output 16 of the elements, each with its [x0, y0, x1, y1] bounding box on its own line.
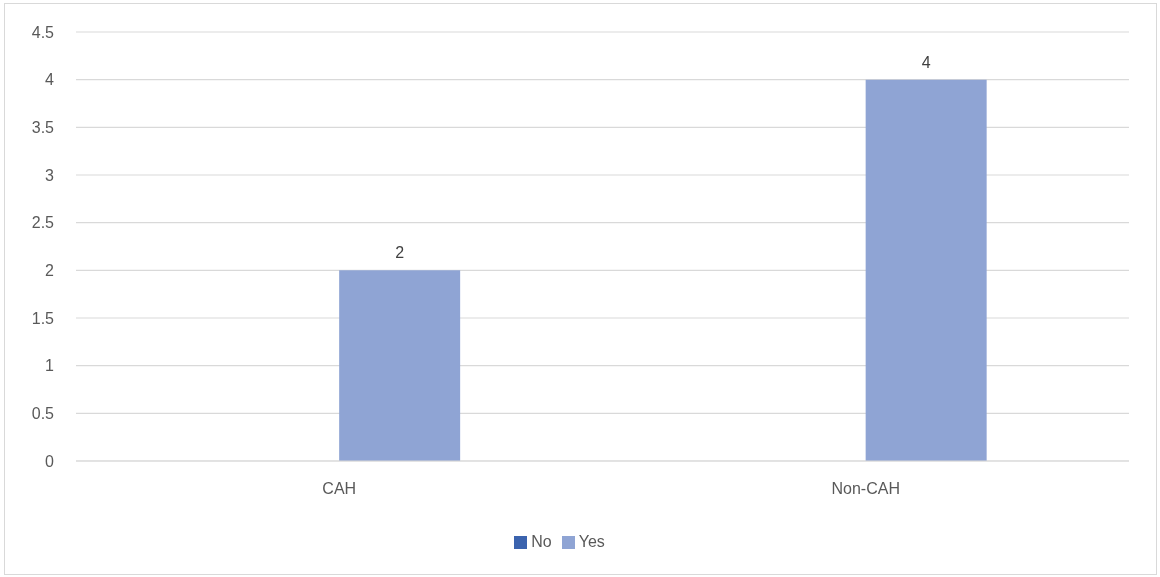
legend-label: No — [531, 533, 552, 550]
y-tick-label: 0.5 — [31, 405, 55, 423]
legend-label: Yes — [578, 533, 605, 550]
x-tick-label: Non-CAH — [831, 480, 900, 498]
y-tick-label: 2 — [45, 262, 55, 280]
y-tick-label: 1.5 — [31, 309, 55, 327]
y-tick-label: 4 — [45, 71, 55, 89]
data-label: 4 — [921, 53, 931, 71]
y-tick-label: 1 — [45, 357, 55, 375]
y-tick-label: 0 — [45, 452, 55, 470]
y-tick-label: 3 — [45, 166, 55, 184]
data-label: 2 — [395, 244, 405, 262]
y-tick-label: 3.5 — [31, 119, 55, 137]
y-tick-label: 2.5 — [31, 214, 55, 232]
y-tick-label: 4.5 — [31, 23, 55, 41]
x-tick-label: CAH — [322, 480, 357, 498]
